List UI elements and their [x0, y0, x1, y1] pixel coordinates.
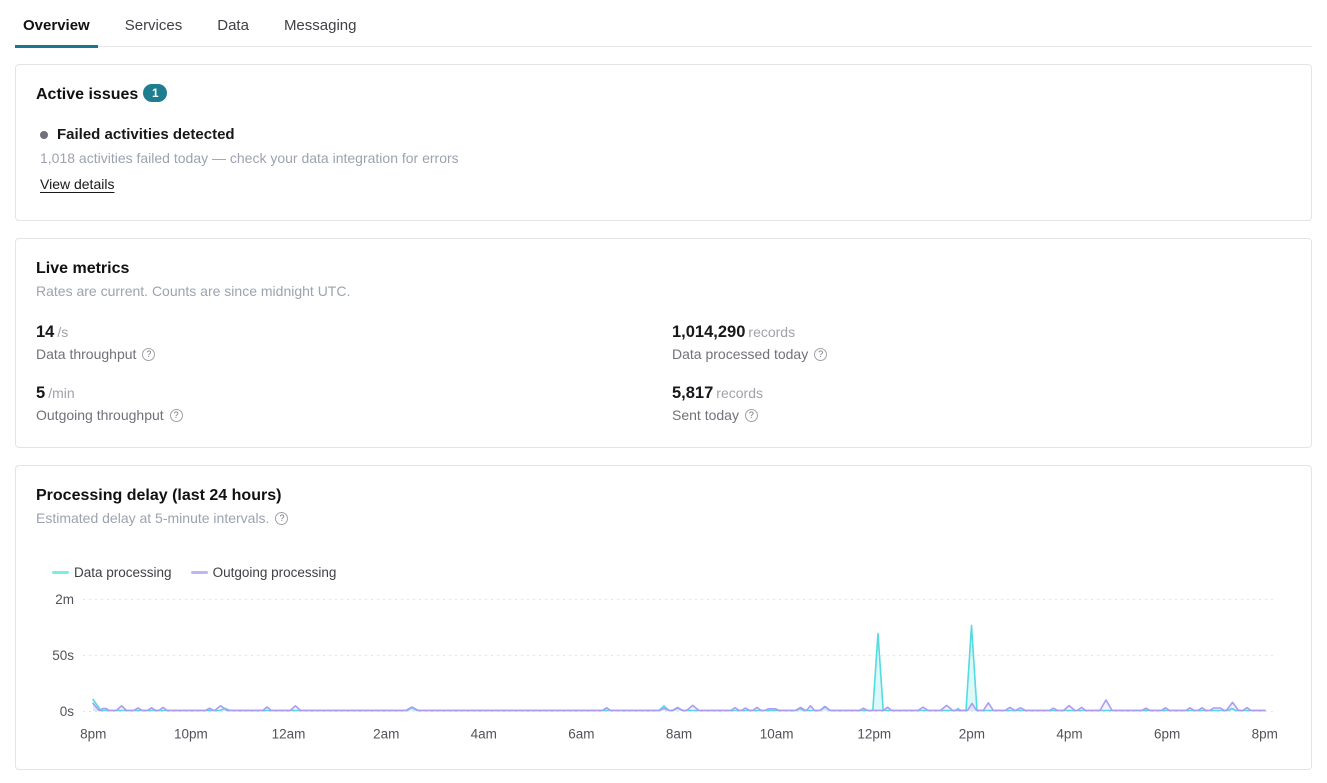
svg-text:12am: 12am — [272, 727, 306, 742]
svg-text:8am: 8am — [666, 727, 692, 742]
svg-text:4pm: 4pm — [1056, 727, 1082, 742]
svg-text:10pm: 10pm — [174, 727, 208, 742]
svg-text:2am: 2am — [373, 727, 399, 742]
svg-text:6pm: 6pm — [1154, 727, 1180, 742]
svg-text:6am: 6am — [568, 727, 594, 742]
svg-text:2m: 2m — [55, 592, 74, 607]
svg-text:50s: 50s — [52, 648, 74, 663]
svg-text:10am: 10am — [760, 727, 794, 742]
svg-text:4am: 4am — [471, 727, 497, 742]
svg-text:8pm: 8pm — [1252, 727, 1278, 742]
svg-text:0s: 0s — [60, 704, 75, 719]
svg-text:8pm: 8pm — [80, 727, 106, 742]
svg-text:12pm: 12pm — [857, 727, 891, 742]
svg-text:2pm: 2pm — [959, 727, 985, 742]
